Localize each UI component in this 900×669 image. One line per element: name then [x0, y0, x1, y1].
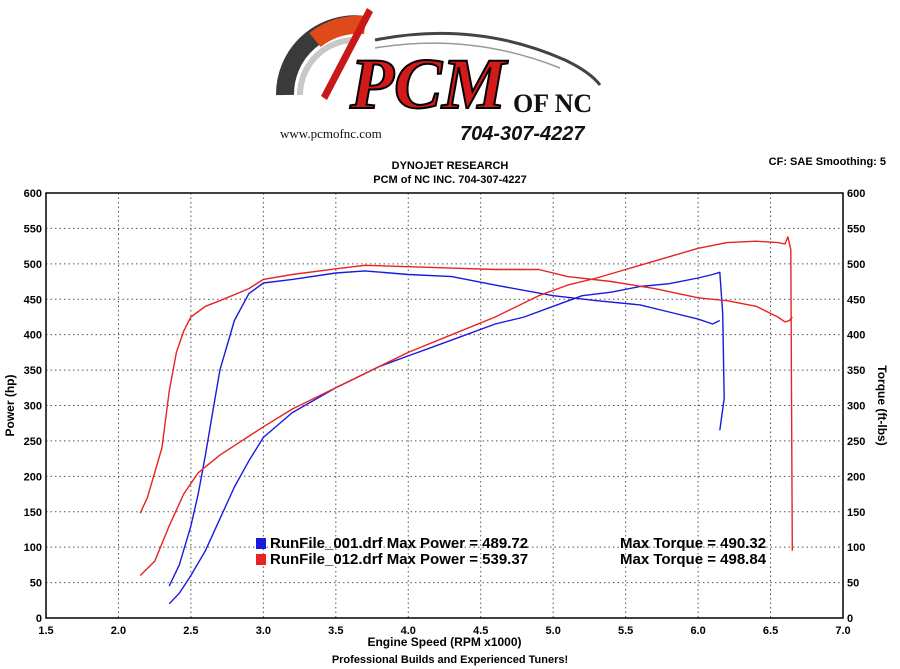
y-left-tick-label: 100 — [24, 542, 42, 554]
y-axis-right-title: Torque (ft-lbs) — [875, 365, 889, 445]
y-left-tick-label: 450 — [24, 294, 42, 306]
legend: RunFile_001.drf Max Power = 489.72 Max To… — [256, 535, 767, 568]
series-line-runfile_012-drftorque — [139, 264, 793, 514]
legend-max-torque: Max Torque = 498.84 — [620, 551, 767, 568]
footer-tagline: Professional Builds and Experienced Tune… — [331, 654, 569, 666]
x-tick-label: 3.0 — [256, 625, 271, 637]
y-right-tick-label: 550 — [847, 223, 865, 235]
x-tick-label: 2.0 — [111, 625, 126, 637]
series-line-runfile_012-drfpower — [139, 236, 793, 577]
y-left-tick-label: 550 — [24, 223, 42, 235]
x-tick-label: 7.0 — [835, 625, 850, 637]
y-left-tick-label: 50 — [30, 578, 42, 590]
y-left-tick-label: 400 — [24, 330, 42, 342]
y-left-tick-label: 350 — [24, 365, 42, 377]
y-right-tick-label: 450 — [847, 294, 865, 306]
y-left-tick-label: 0 — [36, 613, 42, 625]
y-axis-left: 0 50 100 150 200 250 300 350 400 450 500 550 600 — [24, 188, 42, 625]
y-axis-right: 0 50 100 150 200 250 300 350 400 450 500 550 600 — [847, 188, 865, 625]
series-line-runfile_001-drfpower — [168, 271, 725, 605]
x-tick-label: 5.0 — [546, 625, 561, 637]
correction-factor-label: CF: SAE Smoothing: 5 — [768, 156, 886, 168]
y-right-tick-label: 350 — [847, 365, 865, 377]
y-axis-left-title: Power (hp) — [3, 374, 17, 436]
x-axis: 1.5 2.0 2.5 3.0 3.5 4.0 4.5 5.0 5.5 6.0 6.5 7.0 — [38, 625, 850, 637]
header-subtitle: PCM of NC INC. 704-307-4227 — [373, 174, 527, 186]
x-tick-label: 4.5 — [473, 625, 488, 637]
logo-brand: PCM — [349, 44, 509, 124]
x-tick-label: 6.0 — [690, 625, 705, 637]
legend-max-torque: Max Torque = 490.32 — [620, 535, 766, 552]
y-right-tick-label: 150 — [847, 507, 865, 519]
plot-area — [45, 192, 844, 619]
y-left-tick-label: 300 — [24, 401, 42, 413]
company-logo: PCM OF NC www.pcmofnc.com 704-307-4227 — [255, 0, 635, 150]
x-axis-title: Engine Speed (RPM x1000) — [367, 635, 521, 649]
y-right-tick-label: 600 — [847, 188, 865, 200]
legend-run-label: RunFile_012.drf Max Power = 539.37 — [270, 551, 528, 568]
y-right-tick-label: 100 — [847, 542, 865, 554]
y-right-tick-label: 250 — [847, 436, 865, 448]
x-tick-label: 3.5 — [328, 625, 343, 637]
y-left-tick-label: 250 — [24, 436, 42, 448]
y-left-tick-label: 500 — [24, 259, 42, 271]
y-left-tick-label: 150 — [24, 507, 42, 519]
x-tick-label: 2.5 — [183, 625, 198, 637]
y-left-tick-label: 600 — [24, 188, 42, 200]
logo-phone: 704-307-4227 — [460, 123, 585, 145]
series-layer — [139, 236, 793, 605]
y-right-tick-label: 300 — [847, 401, 865, 413]
logo-suffix: OF NC — [513, 89, 592, 118]
legend-swatch — [256, 554, 266, 565]
legend-run-label: RunFile_001.drf Max Power = 489.72 — [270, 535, 528, 552]
y-right-tick-label: 200 — [847, 471, 865, 483]
x-tick-label: 1.5 — [38, 625, 53, 637]
y-right-tick-label: 50 — [847, 578, 859, 590]
y-right-tick-label: 0 — [847, 613, 853, 625]
y-right-tick-label: 400 — [847, 330, 865, 342]
y-left-tick-label: 200 — [24, 471, 42, 483]
x-tick-label: 6.5 — [763, 625, 778, 637]
header-title: DYNOJET RESEARCH — [391, 160, 509, 172]
x-tick-label: 4.0 — [401, 625, 416, 637]
legend-swatch — [256, 538, 266, 549]
logo-website: www.pcmofnc.com — [280, 126, 382, 141]
y-right-tick-label: 500 — [847, 259, 865, 271]
x-tick-label: 5.5 — [618, 625, 633, 637]
